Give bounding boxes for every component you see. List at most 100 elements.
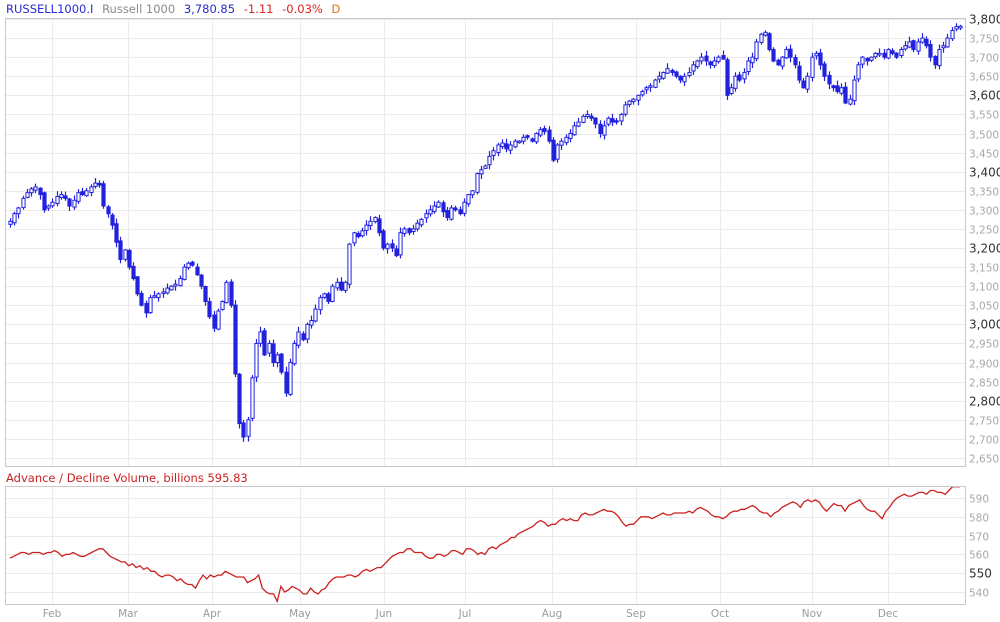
candle-up [534, 133, 539, 143]
candle-down [776, 59, 781, 66]
candle-down [737, 74, 742, 81]
candle-up [712, 60, 717, 67]
candle-down [212, 314, 217, 329]
candle-up [220, 300, 225, 311]
x-tick-label: Oct [711, 608, 729, 620]
candle-down [704, 55, 709, 62]
candle-down [504, 143, 509, 150]
x-tick-label: May [289, 608, 311, 620]
candle-up [373, 216, 378, 223]
price-y-axis: 3,800 3,750 3,700 3,650 3,600 3,550 3,500 3,450… [969, 13, 1000, 466]
candle-up [839, 87, 844, 94]
candle-up [572, 125, 577, 136]
candle-up [385, 243, 390, 250]
price-change: -1.11 [243, 2, 274, 16]
candle-up [873, 52, 878, 58]
ad-y-axis: 590 580 570 560 550 540 [969, 494, 992, 600]
candle-up [500, 142, 505, 148]
candle-down [233, 304, 238, 375]
y-tick-label: 3,450 [969, 149, 999, 161]
candle-up [759, 33, 764, 43]
candle-down [97, 182, 102, 186]
candle-down [674, 71, 679, 77]
candle-up [55, 195, 60, 204]
y-tick-label: 2,850 [969, 378, 999, 390]
candle-down [542, 127, 547, 133]
candle-up [517, 140, 522, 144]
candle-up [182, 266, 187, 280]
candle-down [525, 135, 530, 138]
candle-down [827, 74, 832, 85]
candle-down [237, 373, 242, 425]
candle-down [890, 50, 895, 54]
candle-down [843, 86, 848, 104]
instrument-name: Russell 1000 [102, 2, 176, 16]
candle-down [797, 65, 802, 81]
candle-down [262, 330, 267, 356]
candle-up [432, 205, 437, 212]
candle-down [394, 248, 399, 257]
candle-down [788, 48, 793, 58]
y-tick-label: 3,700 [969, 53, 999, 65]
price-grid [6, 19, 965, 466]
candle-up [267, 342, 272, 354]
y-tick-label: 3,300 [969, 206, 999, 218]
candle-up [335, 281, 340, 289]
y-tick-label: 560 [969, 550, 989, 562]
period-selector[interactable]: D [331, 2, 341, 16]
x-tick-label: Mar [118, 608, 138, 620]
candle-up [148, 297, 153, 314]
candle-down [67, 198, 72, 207]
candle-up [508, 144, 513, 151]
candle-up [521, 136, 526, 142]
candle-up [691, 64, 696, 72]
candle-up [606, 117, 611, 125]
candle-up [466, 194, 471, 205]
candle-down [127, 249, 132, 268]
ad-volume-line [9, 486, 960, 604]
candle-up [178, 278, 183, 287]
y-tick-label: 3,550 [969, 110, 999, 122]
candle-up [123, 249, 128, 260]
candle-up [848, 98, 853, 105]
candle-down [865, 57, 870, 62]
candle-up [21, 197, 26, 209]
candle-down [207, 301, 212, 318]
candle-down [598, 123, 603, 135]
symbol-label[interactable]: RUSSELL1000.I [6, 2, 94, 16]
candle-down [390, 243, 395, 249]
candle-up [903, 45, 908, 50]
candle-up [347, 243, 352, 285]
candle-up [173, 283, 178, 287]
candle-up [869, 56, 874, 61]
candle-down [822, 63, 827, 77]
candle-down [458, 209, 463, 215]
candle-up [483, 165, 488, 169]
candle-up [907, 41, 912, 48]
candle-down [203, 286, 208, 302]
x-tick-label: Aug [542, 608, 563, 620]
candle-down [381, 230, 386, 249]
candle-up [513, 140, 518, 148]
candle-up [436, 201, 441, 208]
candle-down [114, 223, 119, 243]
candle-up [623, 104, 628, 115]
candle-up [475, 173, 480, 193]
candle-up [250, 377, 255, 419]
candle-up [470, 190, 475, 196]
candle-up [93, 182, 98, 187]
candle-up [619, 113, 624, 122]
candle-up [33, 186, 38, 191]
y-tick-label: 3,200 [969, 242, 1000, 256]
candle-down [301, 333, 306, 341]
candle-up [224, 281, 229, 304]
candle-up [687, 71, 692, 77]
candle-down [725, 59, 730, 96]
y-tick-label: 2,750 [969, 416, 999, 428]
y-tick-label: 570 [969, 532, 989, 544]
y-tick-label: 3,150 [969, 263, 999, 275]
candle-up [428, 209, 433, 215]
candle-down [721, 55, 726, 60]
candle-down [831, 85, 836, 89]
